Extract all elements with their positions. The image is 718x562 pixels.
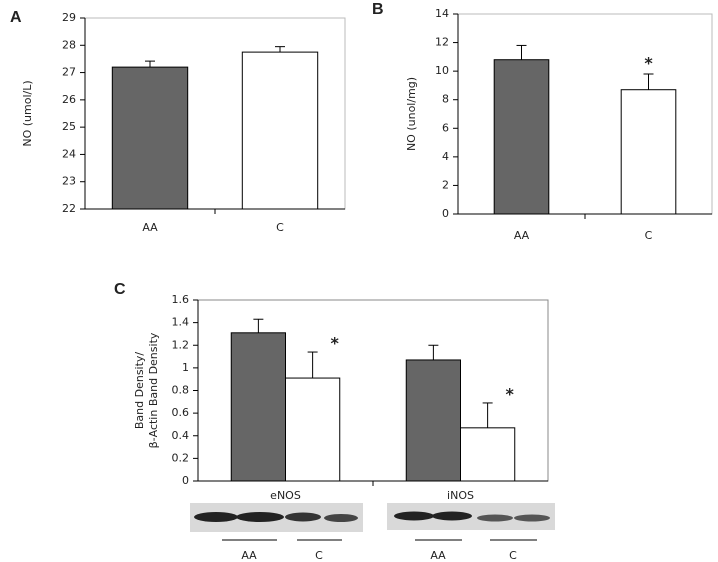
y-tick-label: 0 <box>182 474 189 487</box>
bar <box>460 427 516 482</box>
y-tick-label: 1.4 <box>172 316 190 329</box>
y-axis-label: NO (umol/L) <box>21 80 34 146</box>
bar <box>405 359 461 482</box>
y-tick-label: 0.6 <box>172 406 190 419</box>
x-tick-label: AA <box>514 229 530 242</box>
blot-label: C <box>315 549 323 562</box>
y-tick-label: 27 <box>62 66 76 79</box>
significance-mark: * <box>330 334 339 353</box>
x-tick-label: iNOS <box>447 489 474 502</box>
y-tick-label: 10 <box>435 64 449 77</box>
bar <box>493 59 550 215</box>
y-axis-label: Band Density/ <box>133 352 146 430</box>
y-tick-label: 1 <box>182 361 189 374</box>
bar <box>620 89 677 215</box>
y-tick-label: 28 <box>62 38 76 51</box>
y-tick-label: 8 <box>442 93 449 106</box>
y-axis-label: β-Actin Band Density <box>147 332 160 448</box>
x-tick-label: eNOS <box>270 489 301 502</box>
y-axis-label: NO (unol/mg) <box>405 77 418 151</box>
y-tick-label: 1.6 <box>172 293 190 306</box>
significance-mark: * <box>505 384 514 403</box>
y-tick-label: 26 <box>62 93 76 106</box>
significance-mark: * <box>644 54 653 73</box>
y-tick-label: 12 <box>435 36 449 49</box>
panel-label: C <box>114 281 126 298</box>
x-tick-label: AA <box>142 221 158 234</box>
y-tick-label: 4 <box>442 150 449 163</box>
blot-label: AA <box>430 549 446 562</box>
y-tick-label: 24 <box>62 147 76 160</box>
bar <box>285 377 341 482</box>
y-tick-label: 0.8 <box>172 384 190 397</box>
panel-label: B <box>372 1 384 18</box>
y-tick-label: 23 <box>62 175 76 188</box>
bar <box>241 51 319 210</box>
blot-label: AA <box>241 549 257 562</box>
y-tick-label: 14 <box>435 7 449 20</box>
panel-label: A <box>10 9 22 26</box>
y-tick-label: 0 <box>442 207 449 220</box>
bar <box>111 66 189 210</box>
y-tick-label: 6 <box>442 121 449 134</box>
y-tick-label: 29 <box>62 11 76 24</box>
x-tick-label: C <box>276 221 284 234</box>
y-tick-label: 25 <box>62 120 76 133</box>
y-tick-label: 2 <box>442 178 449 191</box>
y-tick-label: 0.2 <box>172 451 190 464</box>
x-tick-label: C <box>645 229 653 242</box>
bar <box>230 332 286 482</box>
y-tick-label: 1.2 <box>172 338 190 351</box>
blot-images <box>190 503 555 541</box>
y-tick-label: 0.4 <box>172 429 190 442</box>
blot-label: C <box>509 549 517 562</box>
y-tick-label: 22 <box>62 202 76 215</box>
